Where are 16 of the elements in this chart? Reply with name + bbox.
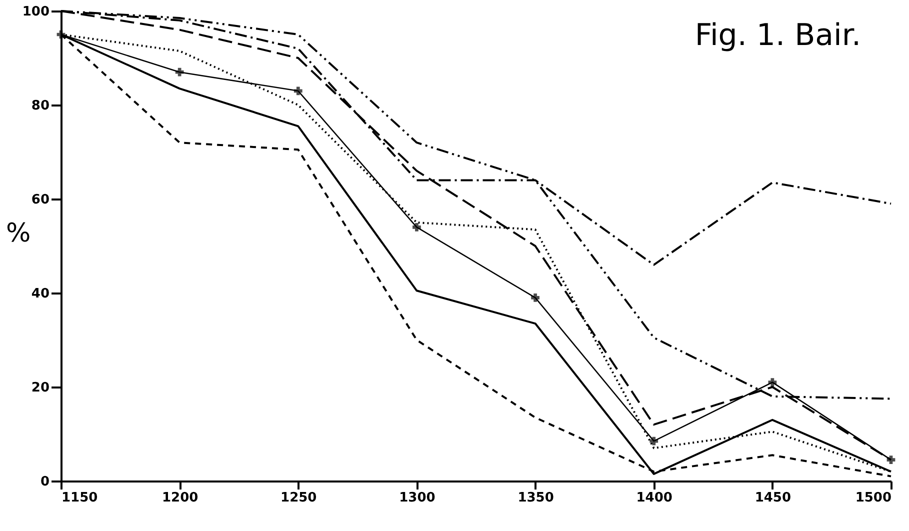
y-tick-label: 0 <box>40 474 50 490</box>
y-tick-label: 20 <box>31 380 50 396</box>
x-tick-label: 1200 <box>162 490 198 506</box>
x-tick-label: 1150 <box>62 490 98 506</box>
x-tick-label: 1450 <box>754 490 792 506</box>
y-tick-label: 60 <box>31 192 50 208</box>
x-tick-label: 1300 <box>399 490 436 506</box>
x-tick-label: 1250 <box>280 490 317 506</box>
x-tick-label: 1350 <box>518 490 554 506</box>
x-tick-label: 1400 <box>636 490 672 506</box>
y-tick-label: 100 <box>22 4 50 20</box>
y-tick-label: 80 <box>31 98 50 114</box>
chart-title: Fig. 1. Bair. <box>694 18 861 53</box>
y-tick-label: 40 <box>31 286 50 302</box>
y-axis-title: % <box>6 218 31 248</box>
x-tick-label: 1500 <box>855 490 892 506</box>
